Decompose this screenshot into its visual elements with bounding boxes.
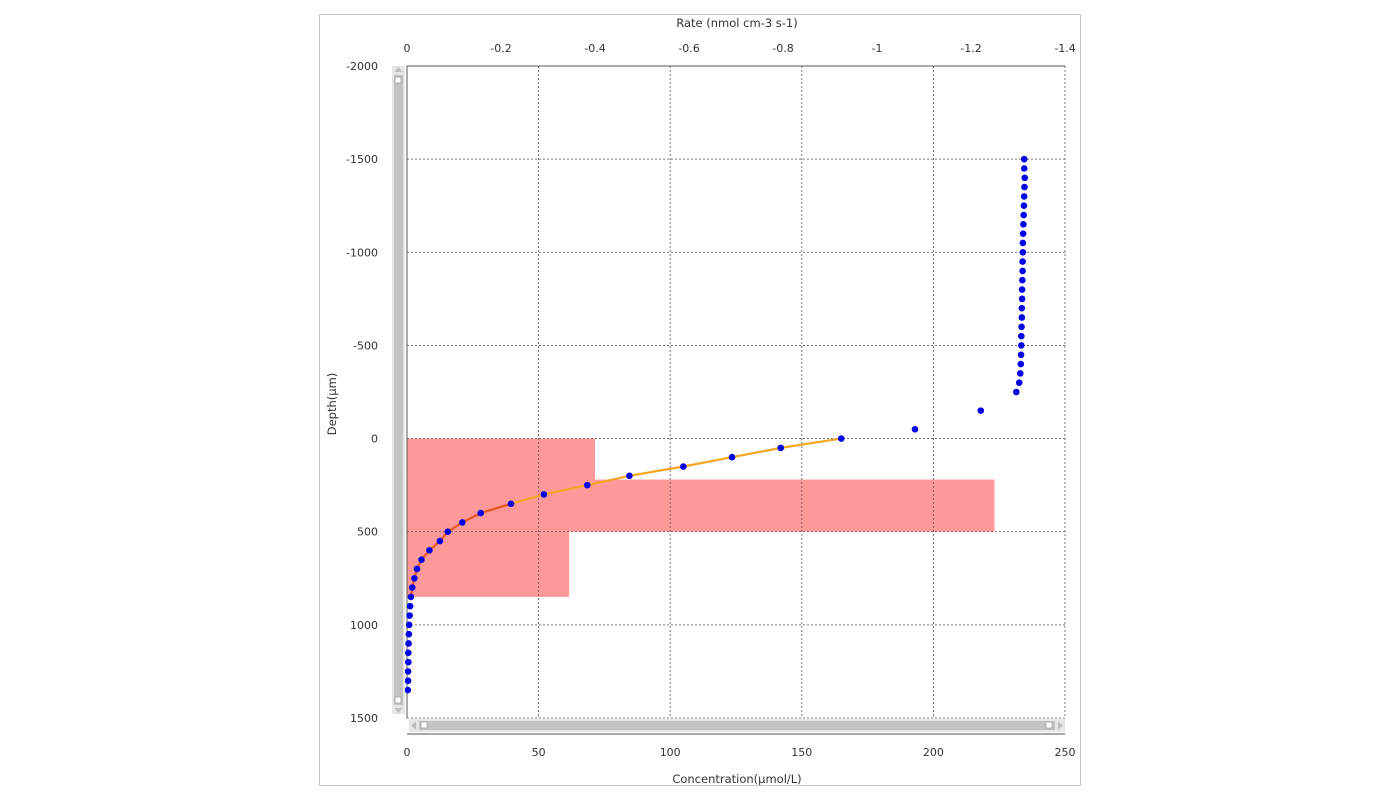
data-point bbox=[1020, 221, 1027, 228]
y-tick-label: 0 bbox=[371, 433, 378, 446]
data-point bbox=[405, 640, 412, 647]
data-point bbox=[1019, 230, 1027, 237]
data-point bbox=[411, 574, 418, 582]
data-point bbox=[1018, 295, 1026, 303]
data-point bbox=[1019, 239, 1027, 247]
data-point bbox=[507, 500, 515, 508]
top-tick-label: -1.2 bbox=[960, 42, 981, 55]
data-point bbox=[404, 686, 412, 694]
top-tick-label: -0.8 bbox=[772, 42, 793, 55]
rate-bar bbox=[407, 479, 995, 532]
data-point bbox=[405, 649, 412, 657]
y-tick-label: -2000 bbox=[346, 60, 378, 73]
x-axis-title: Concentration(μmol/L) bbox=[672, 772, 801, 785]
y-tick-label: -1000 bbox=[346, 246, 378, 259]
horizontal-scrollbar[interactable] bbox=[409, 719, 1065, 732]
data-point bbox=[413, 565, 421, 573]
data-point bbox=[405, 621, 413, 629]
y-tick-label: 1000 bbox=[350, 619, 378, 632]
top-tick-label: -0.4 bbox=[584, 42, 605, 55]
x-tick-label: 250 bbox=[1055, 746, 1076, 759]
data-point bbox=[1021, 183, 1028, 191]
data-point bbox=[436, 537, 444, 545]
x-tick-label: 150 bbox=[791, 746, 812, 759]
data-point bbox=[977, 407, 985, 414]
data-point bbox=[1018, 304, 1026, 312]
data-point bbox=[406, 602, 414, 610]
data-point bbox=[407, 593, 415, 601]
top-tick-label: -0.2 bbox=[490, 42, 511, 55]
data-point bbox=[406, 612, 413, 619]
data-point bbox=[540, 491, 548, 498]
data-point bbox=[1018, 342, 1025, 349]
fit-line-upper bbox=[510, 437, 842, 505]
scroll-left-icon[interactable] bbox=[411, 721, 416, 730]
scroll-right-icon[interactable] bbox=[1058, 721, 1063, 730]
data-point bbox=[777, 444, 785, 452]
data-point bbox=[1016, 370, 1024, 377]
rate-bars bbox=[407, 438, 995, 597]
data-point bbox=[418, 556, 425, 563]
data-point bbox=[404, 677, 412, 685]
data-point bbox=[477, 509, 484, 517]
data-point bbox=[1018, 323, 1025, 331]
chart-plot: 0 -0.2 -0.4 -0.6 -0.8 -1 -1.2 -1.4 0 50 100 150 200 2… bbox=[325, 16, 1076, 785]
data-point bbox=[426, 547, 433, 554]
data-point bbox=[583, 481, 591, 489]
data-point bbox=[1017, 351, 1025, 359]
data-point bbox=[1019, 258, 1026, 265]
top-axis-title: Rate (nmol cm-3 s-1) bbox=[676, 16, 797, 30]
x-tick-label: 0 bbox=[404, 746, 411, 759]
y-tick-label: 500 bbox=[357, 526, 378, 539]
gridlines bbox=[407, 65, 1066, 719]
data-point bbox=[1021, 174, 1029, 182]
rate-bar bbox=[407, 438, 595, 480]
rate-bar bbox=[407, 531, 570, 597]
tick-labels: 0 -0.2 -0.4 -0.6 -0.8 -1 -1.2 -1.4 0 50 100 150 200 2… bbox=[346, 42, 1076, 759]
top-tick-label: -1 bbox=[872, 42, 883, 55]
y-tick-label: -500 bbox=[353, 339, 378, 352]
data-point bbox=[911, 425, 919, 433]
x-tick-label: 50 bbox=[532, 746, 546, 759]
top-tick-label: 0 bbox=[404, 42, 411, 55]
data-point bbox=[626, 472, 633, 480]
data-point bbox=[1015, 379, 1023, 386]
data-point bbox=[1018, 314, 1026, 321]
data-point bbox=[1020, 211, 1027, 219]
data-point bbox=[1018, 332, 1025, 340]
chart-frame: 0 -0.2 -0.4 -0.6 -0.8 -1 -1.2 -1.4 0 50 100 150 200 2… bbox=[319, 14, 1081, 786]
data-point bbox=[728, 453, 736, 461]
data-point bbox=[1020, 165, 1028, 172]
data-points bbox=[404, 155, 1029, 694]
data-point bbox=[680, 463, 687, 470]
y-tick-label: -1500 bbox=[346, 153, 378, 166]
data-point bbox=[1020, 202, 1028, 210]
x-tick-label: 100 bbox=[660, 746, 681, 759]
data-point bbox=[837, 435, 845, 442]
data-point bbox=[1020, 155, 1028, 163]
top-tick-label: -0.6 bbox=[678, 42, 699, 55]
data-point bbox=[1019, 267, 1026, 275]
data-point bbox=[405, 658, 412, 666]
axes bbox=[406, 65, 1065, 735]
data-point bbox=[1019, 276, 1026, 284]
data-point bbox=[408, 584, 416, 591]
data-point bbox=[1018, 286, 1026, 293]
top-tick-label: -1.4 bbox=[1054, 42, 1075, 55]
x-tick-label: 200 bbox=[923, 746, 944, 759]
scroll-up-icon[interactable] bbox=[394, 67, 403, 72]
data-point bbox=[1013, 388, 1020, 396]
data-point bbox=[444, 528, 452, 536]
data-point bbox=[1017, 360, 1025, 368]
data-point bbox=[1020, 193, 1028, 200]
vertical-scrollbar[interactable] bbox=[392, 66, 405, 714]
data-point bbox=[1019, 248, 1027, 256]
y-tick-label: 1500 bbox=[350, 712, 378, 725]
data-point bbox=[458, 519, 466, 526]
scroll-down-icon[interactable] bbox=[394, 708, 403, 713]
data-point bbox=[404, 668, 412, 675]
y-axis-title: Depth(μm) bbox=[325, 373, 339, 436]
data-point bbox=[405, 630, 413, 638]
